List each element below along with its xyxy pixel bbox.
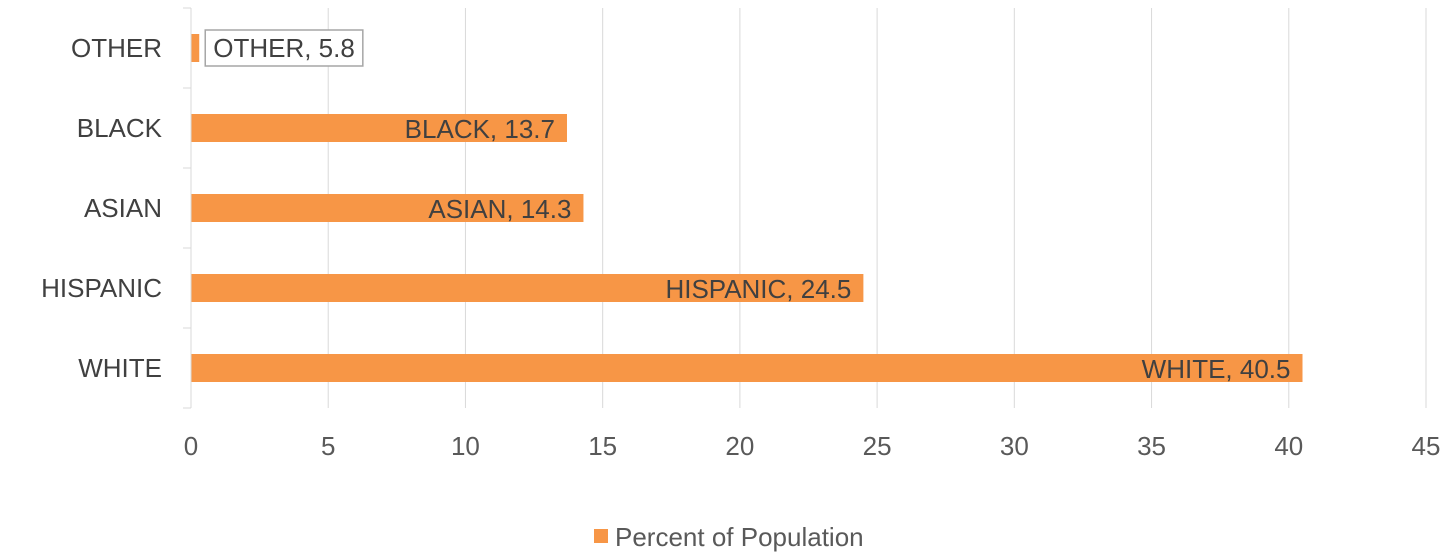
bar-hispanic (191, 274, 864, 302)
x-tick-label-40: 40 (1274, 431, 1303, 461)
x-tick-label-20: 20 (725, 431, 754, 461)
bars (191, 34, 1303, 382)
data-label-asian: ASIAN, 14.3 (428, 194, 571, 224)
data-label-other: OTHER, 5.8 (213, 33, 355, 63)
data-label-black: BLACK, 13.7 (405, 114, 555, 144)
axes: 0 5 10 15 20 25 30 35 40 45 WHITE HISPANIC ASIAN BLAC… (41, 7, 1441, 461)
category-label-asian: ASIAN (84, 193, 162, 223)
x-tick-label-10: 10 (451, 431, 480, 461)
data-label-hispanic: HISPANIC, 24.5 (665, 274, 851, 304)
bar-black (191, 114, 567, 142)
bar-other (191, 34, 200, 62)
x-tick-label-25: 25 (863, 431, 892, 461)
data-labels: WHITE, 40.5 HISPANIC, 24.5 ASIAN, 14.3 BLAC… (204, 29, 1291, 384)
category-label-black: BLACK (77, 113, 163, 143)
x-tick-label-5: 5 (321, 431, 335, 461)
data-label-box-other (204, 29, 364, 67)
x-tick-label-35: 35 (1137, 431, 1166, 461)
category-label-white: WHITE (78, 353, 162, 383)
legend: Percent of Population (594, 522, 864, 552)
bar-white (191, 354, 1303, 382)
x-tick-label-45: 45 (1412, 431, 1441, 461)
gridlines (327, 8, 1427, 408)
legend-label: Percent of Population (615, 522, 864, 552)
category-label-other: OTHER (71, 33, 162, 63)
x-tick-label-30: 30 (1000, 431, 1029, 461)
category-label-hispanic: HISPANIC (41, 273, 162, 303)
bar-asian (191, 194, 584, 222)
x-tick-label-15: 15 (588, 431, 617, 461)
x-tick-label-0: 0 (184, 431, 198, 461)
legend-swatch (594, 529, 608, 543)
data-label-white: WHITE, 40.5 (1142, 354, 1291, 384)
